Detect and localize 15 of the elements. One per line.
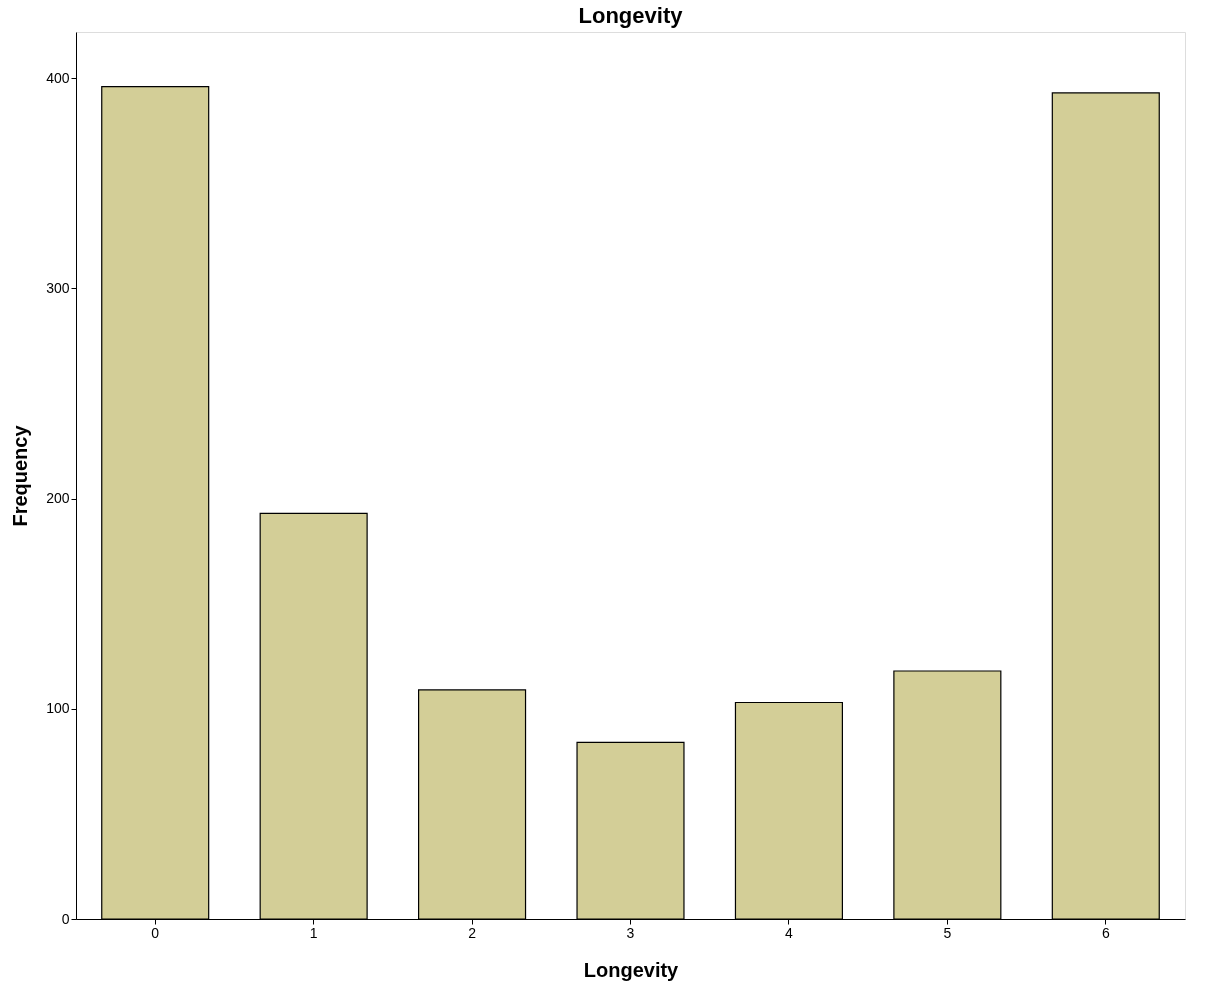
chart-title: Longevity bbox=[578, 3, 684, 28]
y-axis-title: Frequency bbox=[9, 424, 32, 527]
y-tick-label: 200 bbox=[46, 490, 70, 507]
x-tick-label: 0 bbox=[151, 924, 160, 941]
y-tick-label: 100 bbox=[46, 700, 70, 717]
y-tick-label: 300 bbox=[46, 279, 70, 296]
x-tick-label: 1 bbox=[309, 924, 318, 941]
x-tick-label: 6 bbox=[1101, 924, 1110, 941]
x-tick-label: 2 bbox=[468, 924, 477, 941]
y-tick-label: 0 bbox=[61, 910, 70, 927]
x-axis-title: Longevity bbox=[583, 958, 680, 981]
x-tick-label: 4 bbox=[785, 924, 794, 941]
y-tick-label: 400 bbox=[46, 69, 70, 86]
x-tick-label: 3 bbox=[626, 924, 635, 941]
x-tick-label: 5 bbox=[943, 924, 952, 941]
